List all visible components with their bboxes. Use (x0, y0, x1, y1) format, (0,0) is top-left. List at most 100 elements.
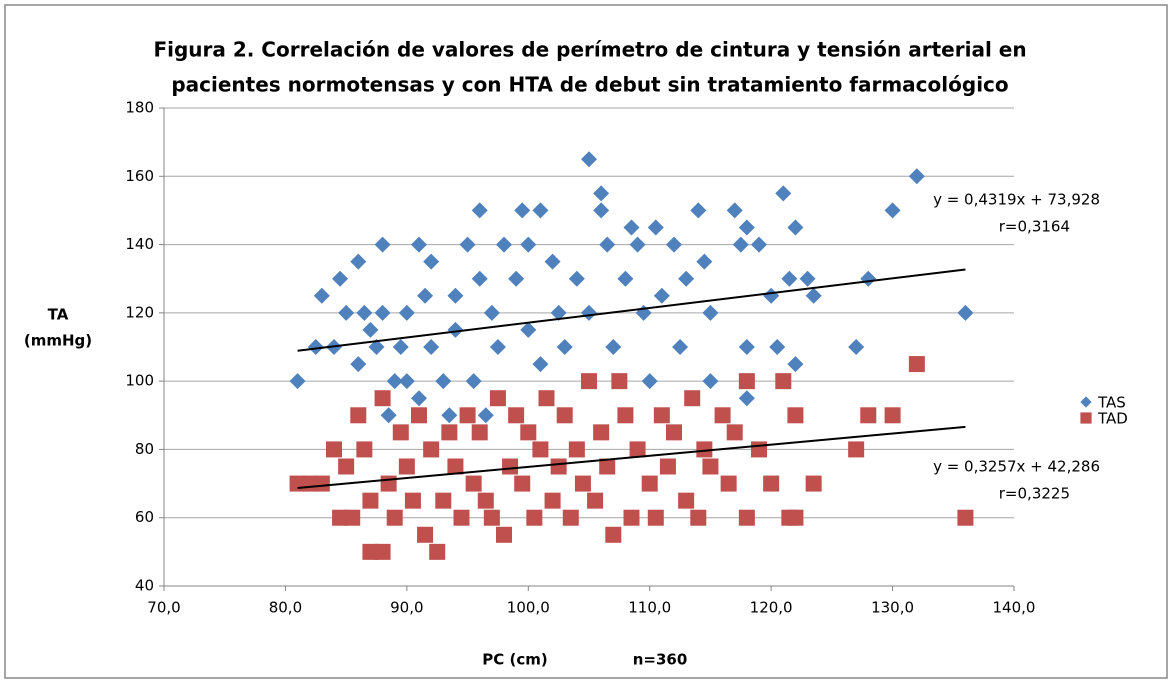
x-tick-label: 70,0 (147, 599, 180, 617)
point (423, 441, 440, 458)
point (459, 407, 476, 424)
trend-equation: y = 0,3257x + 42,286 (933, 458, 1100, 476)
point (489, 339, 506, 355)
point (690, 202, 707, 219)
point (332, 270, 349, 287)
point (593, 202, 610, 219)
point (787, 219, 804, 236)
y-tick-label: 180 (125, 99, 154, 117)
point (908, 356, 925, 373)
point (702, 304, 719, 321)
point (532, 441, 549, 458)
point (848, 441, 865, 458)
point (392, 339, 409, 355)
point (738, 373, 755, 390)
point (332, 509, 349, 526)
point (726, 424, 743, 441)
point (374, 236, 391, 253)
point (605, 339, 622, 355)
point (307, 339, 324, 355)
point (453, 509, 470, 526)
trend-line (297, 268, 966, 352)
point (787, 407, 804, 424)
point (732, 236, 749, 253)
point (581, 373, 597, 390)
point (805, 475, 822, 492)
point (489, 390, 506, 407)
point (289, 373, 306, 390)
point (508, 270, 525, 287)
legend-marker (1080, 412, 1092, 424)
point (587, 492, 604, 509)
point (465, 475, 482, 492)
point (392, 424, 409, 441)
point (374, 390, 391, 407)
point (641, 475, 658, 492)
point (641, 373, 658, 390)
point (629, 236, 646, 253)
point (738, 390, 755, 407)
point (623, 219, 640, 236)
point (526, 509, 543, 526)
y-tick-label: 120 (125, 303, 154, 321)
point (769, 339, 786, 355)
point (441, 407, 458, 424)
y-tick-label: 140 (125, 235, 154, 253)
point (702, 458, 719, 475)
point (720, 475, 737, 492)
point (647, 219, 664, 236)
point (884, 407, 901, 424)
point (520, 424, 537, 441)
trend-line (297, 425, 966, 490)
point (581, 151, 597, 168)
y-axis-label: TA (48, 306, 69, 324)
point (362, 492, 379, 509)
point (483, 304, 500, 321)
point (787, 356, 804, 373)
point (350, 253, 367, 270)
point (411, 390, 427, 407)
point (386, 509, 403, 526)
x-tick-label: 80,0 (269, 599, 302, 617)
point (520, 321, 537, 338)
point (380, 407, 397, 424)
legend-label: TAS (1097, 394, 1126, 412)
point (508, 407, 525, 424)
point (514, 475, 531, 492)
point (459, 236, 476, 253)
point (313, 287, 330, 304)
point (471, 270, 488, 287)
point (666, 424, 682, 441)
point (751, 236, 767, 253)
x-tick-label: 90,0 (390, 599, 423, 617)
point (429, 543, 446, 560)
point (350, 356, 367, 373)
point (514, 202, 531, 219)
point (338, 304, 355, 321)
point (447, 321, 464, 338)
point (350, 407, 367, 424)
point (435, 373, 452, 390)
point (344, 509, 361, 526)
point (550, 304, 567, 321)
point (775, 185, 792, 202)
point (678, 270, 695, 287)
point (356, 441, 373, 458)
point (581, 304, 597, 321)
point (423, 339, 440, 355)
point (726, 202, 743, 219)
point (957, 304, 974, 321)
point (623, 509, 640, 526)
point (696, 253, 713, 270)
x-tick-label: 140,0 (993, 599, 1036, 617)
point (599, 458, 616, 475)
point (411, 236, 427, 253)
point (629, 441, 646, 458)
legend-label: TAD (1097, 410, 1128, 428)
point (477, 407, 494, 424)
y-tick-label: 60 (135, 508, 154, 526)
point (398, 458, 415, 475)
point (435, 492, 452, 509)
chart-title: Figura 2. Correlación de valores de perí… (153, 38, 1026, 62)
point (447, 287, 464, 304)
